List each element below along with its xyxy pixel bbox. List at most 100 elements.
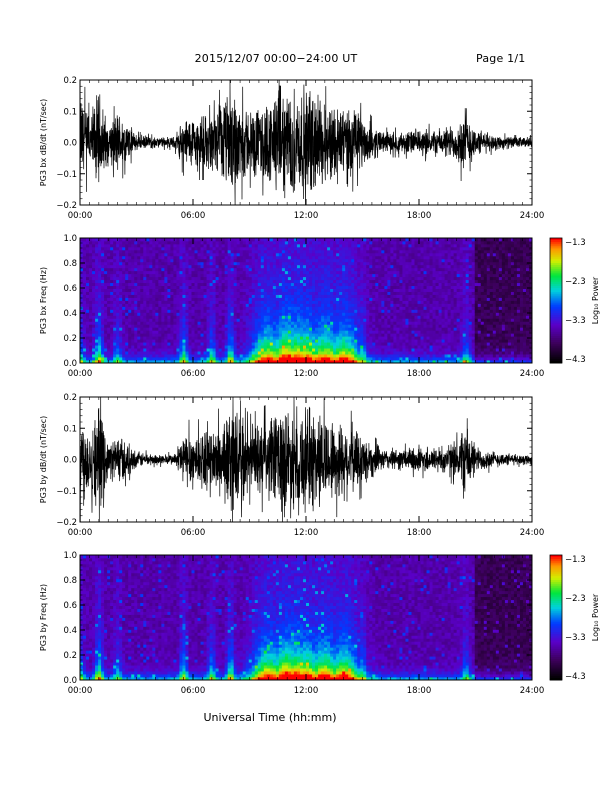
spectrogram-cell [86, 318, 90, 322]
spectrogram-cell [351, 252, 355, 257]
spectrogram-cell [375, 249, 379, 254]
spectrogram-cell [110, 351, 114, 355]
spectrogram-cell [83, 267, 87, 272]
spectrogram-cell [98, 354, 102, 358]
spectrogram-cell [104, 321, 108, 325]
spectrogram-cell [354, 360, 358, 364]
spectrogram-cell [278, 285, 283, 289]
spectrogram-cell [89, 300, 93, 304]
spectrogram-cell [366, 300, 370, 304]
spectrogram-cell [218, 342, 223, 346]
spectrogram-cell [411, 279, 415, 284]
spectrogram-cell [218, 252, 223, 257]
spectrogram-cell [101, 318, 105, 322]
spectrogram-cell [134, 345, 138, 349]
spectrogram-cell [251, 342, 256, 346]
spectrogram-cell [293, 285, 298, 289]
spectrogram-cell [278, 282, 283, 287]
spectrogram-cell [152, 327, 156, 331]
spectrogram-cell [185, 240, 189, 245]
spectrogram-cell [134, 318, 138, 322]
spectrogram-cell [209, 238, 213, 242]
spectrogram-cell [423, 312, 427, 316]
spectrogram-cell [272, 294, 277, 298]
spectrogram-cell [92, 333, 96, 337]
spectrogram-cell [131, 255, 135, 260]
spectrogram-cell [182, 333, 186, 337]
spectrogram-cell [146, 303, 150, 307]
spectrogram-cell [173, 351, 177, 355]
spectrogram-cell [221, 276, 226, 281]
spectrogram-cell [281, 276, 286, 281]
spectrogram-cell [411, 303, 415, 307]
spectrogram-cell [266, 318, 271, 322]
spectrogram-cell [257, 351, 262, 355]
spectrogram-cell [224, 288, 229, 292]
spectrogram-cell [203, 297, 207, 301]
spectrogram-cell [185, 324, 189, 328]
spectrogram-cell [179, 270, 183, 275]
spectrogram-cell [330, 324, 334, 328]
spectrogram-cell [95, 300, 99, 304]
spectrogram-cell [345, 288, 349, 292]
spectrogram-cell [363, 279, 367, 284]
spectrogram-cell [254, 238, 259, 242]
spectrogram-cell [342, 297, 346, 301]
spectrogram-cell [324, 339, 328, 343]
spectrogram-cell [375, 339, 379, 343]
spectrogram-cell [417, 324, 421, 328]
spectrogram-cell [230, 300, 235, 304]
spectrogram-cell [236, 324, 241, 328]
spectrogram-cell [318, 282, 322, 287]
spectrogram-cell [89, 339, 93, 343]
spectrogram-cell [209, 351, 213, 355]
spectrogram-cell [137, 288, 141, 292]
spectrogram-cell [336, 279, 340, 284]
spectrogram-cell [366, 261, 370, 266]
spectrogram-cell [306, 327, 310, 331]
spectrogram-cell [239, 321, 244, 325]
spectrogram-cell [140, 267, 144, 272]
spectrogram-cell [369, 345, 373, 349]
spectrogram-cell [122, 243, 126, 248]
spectrogram-cell [119, 318, 123, 322]
spectrogram-cell [278, 351, 283, 355]
spectrogram-cell [161, 243, 165, 248]
spectrogram-cell [122, 267, 126, 272]
spectrogram-cell [360, 255, 364, 260]
spectrogram-cell [363, 300, 367, 304]
spectrogram-cell [263, 339, 268, 343]
spectrogram-cell [366, 330, 370, 334]
spectrogram-cell [176, 297, 180, 301]
spectrogram-cell [203, 336, 207, 340]
spectrogram-cell [110, 321, 114, 325]
spectrogram-cell [284, 267, 289, 272]
spectrogram-cell [113, 324, 117, 328]
spectrogram-cell [324, 351, 328, 355]
spectrogram-cell [140, 309, 144, 313]
spectrogram-cell [396, 273, 400, 278]
spectrogram-cell [224, 243, 229, 248]
spectrogram-cell [396, 252, 400, 257]
spectrogram-cell [110, 318, 114, 322]
spectrogram-cell [263, 300, 268, 304]
spectrogram-cell [242, 285, 247, 289]
spectrogram-cell [269, 258, 274, 263]
spectrogram-cell [89, 312, 93, 316]
spectrogram-cell [248, 351, 253, 355]
spectrogram-cell [315, 360, 319, 364]
spectrogram-cell [254, 267, 259, 272]
spectrogram-cell [420, 297, 424, 301]
spectrogram-cell [98, 252, 102, 257]
spectrogram-cell [372, 336, 376, 340]
spectrogram-cell [104, 303, 108, 307]
spectrogram-cell [372, 279, 376, 284]
spectrogram-cell [278, 333, 283, 337]
spectrogram-cell [98, 240, 102, 245]
spectrogram-cell [167, 282, 171, 287]
spectrogram-cell [125, 288, 129, 292]
spectrogram-cell [173, 255, 177, 260]
spectrogram-cell [188, 246, 192, 251]
spectrogram-cell [194, 297, 198, 301]
spectrogram-cell [363, 261, 367, 266]
